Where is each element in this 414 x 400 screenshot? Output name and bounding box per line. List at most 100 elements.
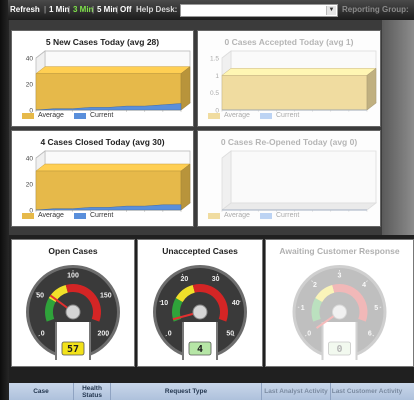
right-edge	[382, 20, 414, 235]
legend-current-label: Current	[276, 112, 300, 119]
gauge-hub	[332, 304, 347, 320]
gauge-green-zone	[45, 298, 56, 322]
gauge-cutout-edge	[182, 322, 184, 360]
chart-gridline	[221, 50, 232, 59]
column-header-case[interactable]: Case	[33, 388, 49, 395]
gauge-body: 0 1 2 3 4 5 6 0	[292, 265, 387, 366]
gauge-body: 0 10 20 30 40 50 4	[153, 265, 247, 366]
chart-plot	[220, 150, 378, 212]
average-series-side	[366, 67, 377, 111]
toolbar: Refresh | 1 Min | 3 Min | 5 Min | Off He…	[8, 0, 414, 20]
average-series-top	[35, 163, 191, 172]
gauge-tick-label: 30	[212, 276, 220, 283]
awaiting-response-gauge-panel: Awaiting Customer Response 0 1 2 3 4 5 6 0	[265, 239, 414, 367]
gauge-cutout-edge	[321, 322, 324, 360]
chart-title: 4 Cases Closed Today (avg 30)	[40, 137, 165, 147]
column-header-request-type[interactable]: Request Type	[164, 388, 208, 395]
gauge-tick-mark	[311, 280, 313, 283]
gauge-tick-mark	[35, 292, 38, 294]
chart-back-wall	[230, 150, 377, 204]
gauge-green-zone	[172, 298, 183, 322]
gauge-value: 57	[67, 344, 79, 355]
legend-current-swatch	[260, 113, 272, 119]
left-strip	[0, 0, 9, 400]
gauge-dial: 0 10 20 30 40 50 4	[153, 265, 247, 366]
unaccepted-cases-gauge-panel: Unaccepted Cases 0 10 20 30 40 50 4	[137, 239, 263, 367]
chart-gridline	[35, 150, 46, 159]
gauge-cutout	[323, 322, 356, 366]
interval-3min-link[interactable]: 3 Min	[73, 5, 94, 14]
gauge-cutout-edge	[216, 322, 218, 360]
chart-gridline	[35, 50, 46, 59]
gauge-tick-mark	[38, 334, 41, 337]
accepted-cases-chart-panel: 0 Cases Accepted Today (avg 1) 0 0.5 1 1.5 A…	[197, 30, 381, 127]
column-header-last-customer-activity[interactable]: Last Customer Activity	[331, 388, 403, 395]
chevron-down-icon[interactable]: ▼	[326, 6, 336, 15]
gauge-digital-readout	[61, 341, 85, 356]
interval-5min-link[interactable]: 5 Min	[97, 5, 118, 14]
average-series-area	[35, 170, 182, 211]
toolbar-separator: |	[92, 5, 95, 14]
closed-cases-chart-panel: 4 Cases Closed Today (avg 30) 0 20 40 Avera…	[11, 130, 194, 227]
chart-plot: 0 20 40	[26, 150, 192, 215]
average-series-top	[221, 68, 377, 76]
column-divider	[73, 383, 74, 400]
interval-1min-link[interactable]: 1 Min	[49, 5, 70, 14]
open-cases-gauge-panel: Open Cases 0 50 100 150 200 57	[11, 239, 135, 367]
gauge-tick-mark	[105, 334, 108, 337]
refresh-link[interactable]: Refresh	[10, 5, 40, 14]
gauge-face	[295, 268, 384, 356]
gauge-value: 4	[197, 344, 203, 355]
gauge-digital-readout	[328, 341, 351, 356]
gauge-digital-readout	[188, 341, 212, 356]
gauge-tick-label: 50	[36, 292, 44, 299]
legend-average-label: Average	[224, 212, 250, 219]
legend-average-swatch	[208, 113, 220, 119]
gauge-red-zone	[332, 284, 368, 322]
gauge-tick-label: 10	[160, 300, 168, 307]
gauge-tick-label: 5	[374, 305, 378, 312]
gauge-tick-mark	[108, 292, 111, 294]
y-tick-label: 1	[215, 73, 219, 80]
column-header-health-status[interactable]: Health Status	[82, 384, 102, 399]
chart-side-wall	[221, 150, 232, 211]
gauge-tick-label: 20	[180, 276, 188, 283]
average-series-area	[35, 73, 182, 111]
helpdesk-select[interactable]: ▼	[180, 4, 338, 17]
gauge-hub	[192, 304, 208, 320]
helpdesk-label: Help Desk:	[136, 5, 178, 14]
gauge-tick-mark	[181, 273, 184, 276]
gauge-tick-label: 200	[97, 331, 109, 338]
gauge-tick-label: 1	[301, 305, 305, 312]
y-tick-label: 0.5	[210, 90, 219, 97]
legend-current-swatch	[74, 113, 86, 119]
y-tick-label: 20	[26, 182, 34, 189]
gauge-red-zone	[192, 284, 228, 322]
chart-plot: 0 0.5 1 1.5	[210, 50, 378, 115]
reopened-cases-chart-panel: 0 Cases Re-Opened Today (avg 0) Average C…	[197, 130, 381, 227]
reporting-group-label: Reporting Group:	[342, 5, 409, 14]
gauge-tick-label: 6	[368, 331, 372, 338]
gauge-tick-mark	[304, 334, 307, 337]
gauge-tick-mark	[372, 334, 375, 337]
chart-title: 0 Cases Re-Opened Today (avg 0)	[220, 137, 358, 147]
gauge-title: Awaiting Customer Response	[279, 246, 400, 256]
chart-title: 5 New Cases Today (avg 28)	[45, 37, 160, 47]
toolbar-separator: |	[44, 5, 47, 14]
legend-average-label: Average	[224, 112, 250, 119]
cases-table-header: Case Health Status Request Type Last Ana…	[9, 383, 414, 400]
gauge-tick-mark	[165, 334, 168, 337]
gauge-cutout-edge	[89, 322, 91, 360]
gauge-cutout-edge	[55, 322, 57, 360]
chart-title: 0 Cases Accepted Today (avg 1)	[224, 37, 354, 47]
average-series-side	[180, 163, 191, 211]
toolbar-separator: |	[68, 5, 71, 14]
legend-current-label: Current	[90, 112, 114, 119]
legend-current-label: Current	[90, 212, 114, 219]
gauge-dial: 0 50 100 150 200 57	[26, 265, 120, 366]
y-tick-label: 40	[26, 156, 34, 163]
gauge-tick-label: 0	[168, 331, 172, 338]
interval-off-link[interactable]: Off	[120, 5, 132, 14]
column-header-last-analyst-activity[interactable]: Last Analyst Activity	[264, 388, 328, 395]
